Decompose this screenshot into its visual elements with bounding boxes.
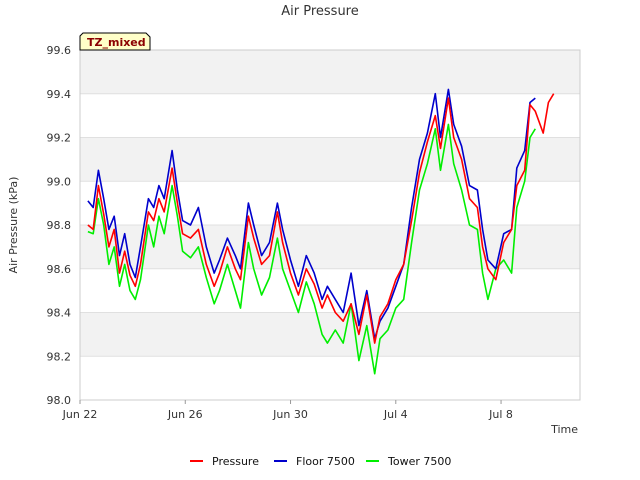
x-axis-ticks: Jun 22 Jun 26 Jun 30 Jul 4 Jul 8 bbox=[62, 400, 513, 421]
legend: Pressure Floor 7500 Tower 7500 bbox=[190, 455, 451, 468]
legend-item: Floor 7500 bbox=[274, 455, 355, 468]
y-tick-label: 98.0 bbox=[47, 394, 72, 407]
x-tick-label: Jun 30 bbox=[272, 408, 308, 421]
plot-band bbox=[80, 137, 580, 182]
plot-frame bbox=[79, 49, 581, 401]
legend-item: Pressure bbox=[190, 455, 259, 468]
timezone-badge: TZ_mixed bbox=[79, 32, 151, 51]
plot-bands bbox=[80, 50, 580, 357]
chart-title: Air Pressure bbox=[281, 4, 359, 19]
plot-band bbox=[80, 50, 580, 94]
y-tick-label: 99.6 bbox=[47, 44, 72, 57]
y-axis-ticks: 98.0 98.2 98.4 98.6 98.8 99.0 99.2 99.4 99.6 bbox=[47, 44, 72, 407]
x-tick-label: Jul 8 bbox=[488, 408, 513, 421]
series-line-floor-7500 bbox=[87, 88, 536, 340]
y-tick-label: 99.2 bbox=[47, 132, 72, 145]
legend-item: Tower 7500 bbox=[366, 455, 451, 468]
y-tick-label: 98.4 bbox=[47, 307, 72, 320]
y-tick-label: 99.0 bbox=[47, 175, 72, 188]
series-line-pressure bbox=[87, 93, 555, 344]
x-tick-label: Jun 22 bbox=[62, 408, 98, 421]
plot-band bbox=[80, 312, 580, 357]
y-axis-label: Air Pressure (kPa) bbox=[7, 177, 20, 274]
legend-label: Pressure bbox=[212, 455, 259, 468]
y-tick-label: 98.8 bbox=[47, 219, 72, 232]
x-axis-label: Time bbox=[550, 423, 578, 436]
x-tick-label: Jul 4 bbox=[383, 408, 408, 421]
legend-label: Floor 7500 bbox=[296, 455, 355, 468]
series-lines bbox=[87, 88, 555, 375]
badge-label: TZ_mixed bbox=[87, 36, 146, 49]
legend-label: Tower 7500 bbox=[387, 455, 451, 468]
badge-box bbox=[79, 32, 151, 51]
y-tick-label: 98.6 bbox=[47, 263, 72, 276]
x-tick-label: Jun 26 bbox=[167, 408, 203, 421]
y-tick-label: 98.2 bbox=[47, 350, 72, 363]
series-line-tower-7500 bbox=[87, 123, 536, 375]
y-tick-label: 99.4 bbox=[47, 88, 72, 101]
